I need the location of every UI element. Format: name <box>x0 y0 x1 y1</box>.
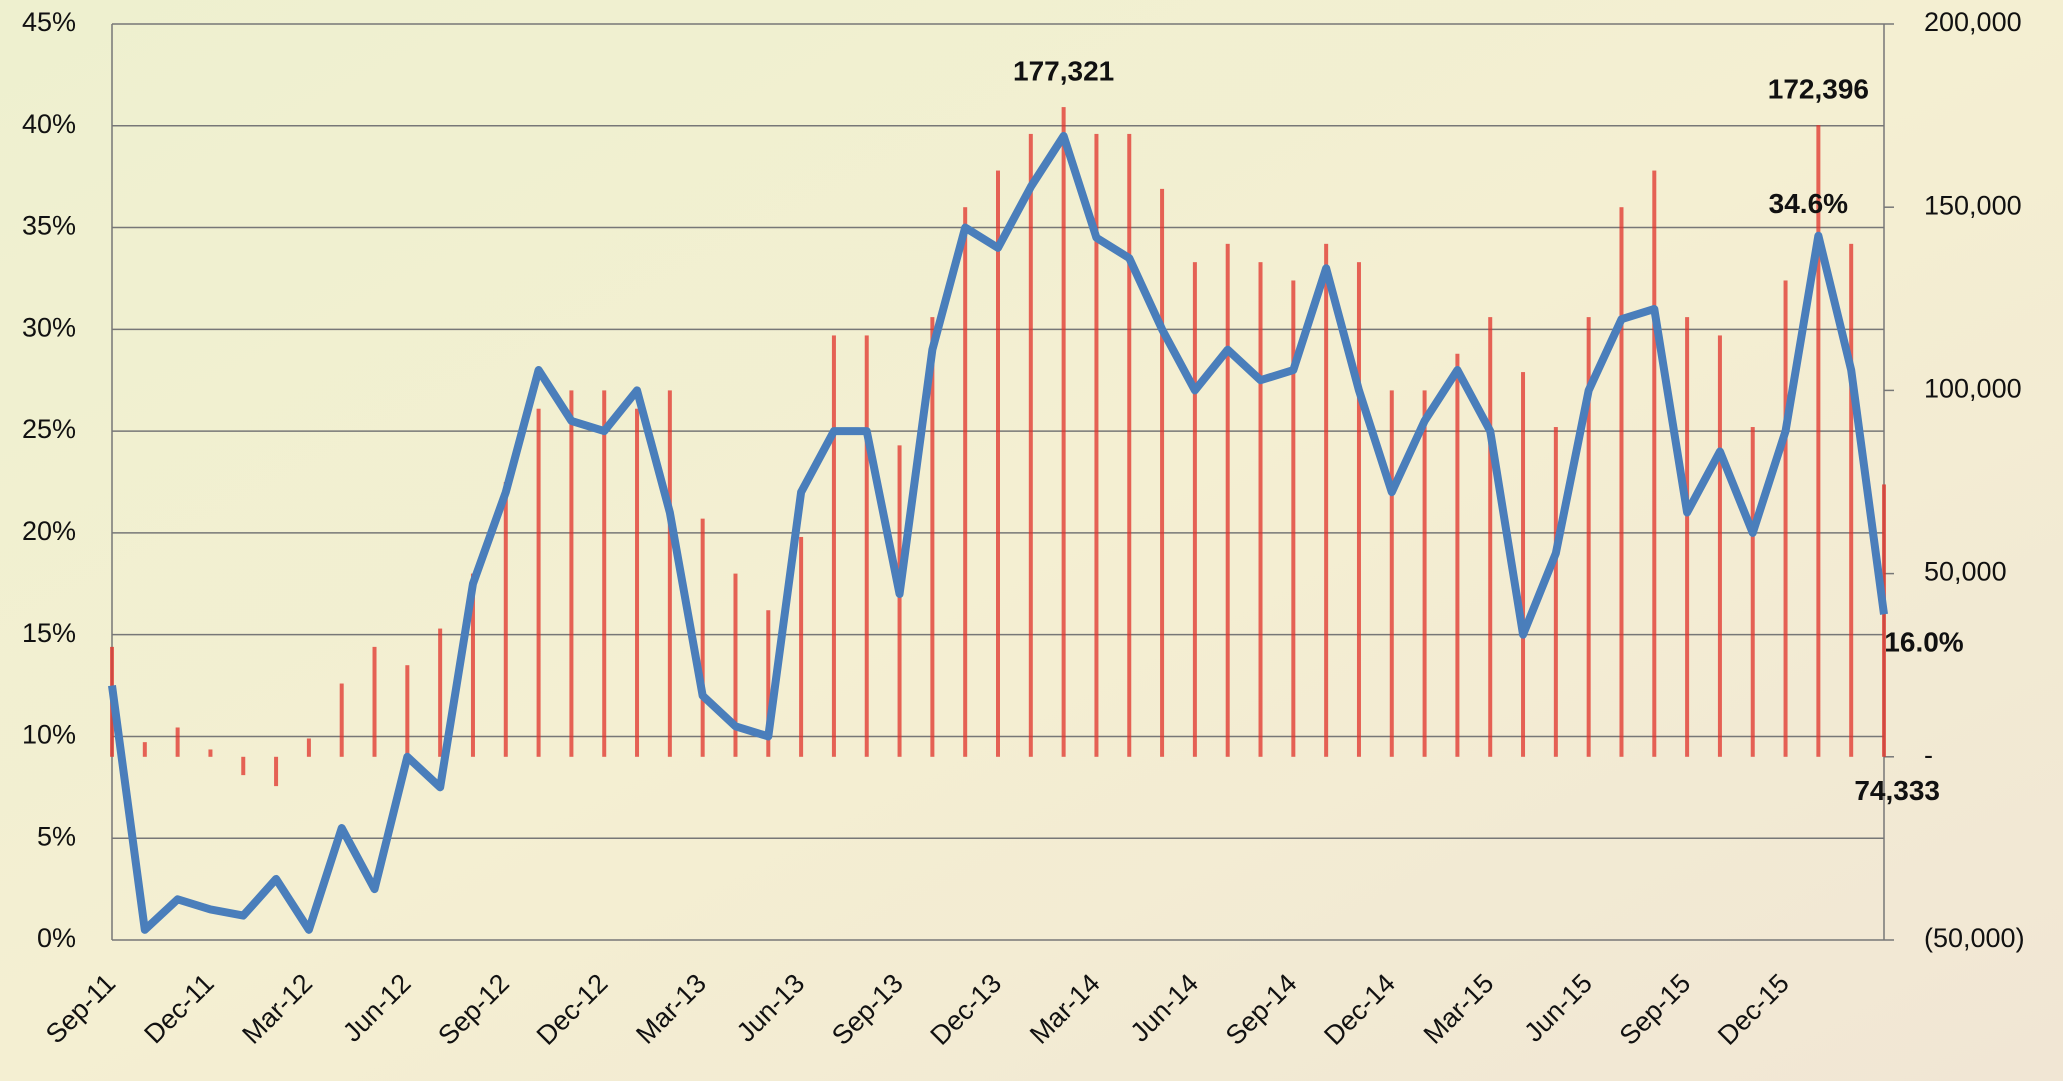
bar <box>963 207 967 757</box>
bar <box>241 757 245 775</box>
bar <box>1718 335 1722 756</box>
bar <box>1816 125 1820 757</box>
y2-tick-label: 100,000 <box>1924 374 2022 404</box>
bar <box>865 335 869 756</box>
bar <box>1685 317 1689 757</box>
bar <box>1226 244 1230 757</box>
y-tick-label: 5% <box>37 821 76 851</box>
y-tick-label: 10% <box>22 720 76 750</box>
y2-tick-label: 150,000 <box>1924 190 2022 220</box>
bar <box>1488 317 1492 757</box>
bar <box>1357 262 1361 757</box>
bar <box>1193 262 1197 757</box>
page: 0% 5% 10% 15% 20% 25% 30% 35% 40% 45% (50,000) - 50,… <box>0 0 2063 1081</box>
bar <box>537 409 541 757</box>
data-label: 172,396 <box>1768 74 1869 105</box>
y2-tick-label: (50,000) <box>1924 923 2025 953</box>
bar <box>1652 171 1656 757</box>
bar <box>1849 244 1853 757</box>
data-label: 16.0% <box>1884 627 1963 658</box>
bar <box>832 335 836 756</box>
bar <box>340 684 344 757</box>
bar <box>274 757 278 786</box>
bar <box>1291 280 1295 756</box>
bar <box>569 390 573 756</box>
bar <box>1324 244 1328 757</box>
y2-tick-label: 200,000 <box>1924 7 2022 37</box>
bar <box>373 647 377 757</box>
data-label: 74,333 <box>1854 775 1940 806</box>
y-tick-label: 20% <box>22 516 76 546</box>
bar <box>438 629 442 757</box>
y-tick-label: 0% <box>37 923 76 953</box>
bar <box>143 742 147 757</box>
data-label: 177,321 <box>1013 55 1114 86</box>
y-tick-label: 30% <box>22 312 76 342</box>
bar <box>1521 372 1525 757</box>
bar <box>504 482 508 757</box>
bar <box>668 390 672 756</box>
y2-tick-label: 50,000 <box>1924 557 2007 587</box>
bar <box>1455 354 1459 757</box>
bar <box>1423 390 1427 756</box>
bar <box>1619 207 1623 757</box>
bar <box>799 537 803 757</box>
bar <box>898 445 902 756</box>
bar <box>176 727 180 756</box>
bar <box>1160 189 1164 757</box>
y-tick-label: 45% <box>22 7 76 37</box>
bar <box>1554 427 1558 757</box>
data-label: 34.6% <box>1769 188 1848 219</box>
bar <box>405 665 409 757</box>
bar <box>1390 390 1394 756</box>
y-tick-label: 15% <box>22 618 76 648</box>
bar <box>602 390 606 756</box>
bar <box>1127 134 1131 757</box>
bar <box>996 171 1000 757</box>
chart: 0% 5% 10% 15% 20% 25% 30% 35% 40% 45% (50,000) - 50,… <box>0 0 2063 1081</box>
bar <box>1784 280 1788 756</box>
bar <box>1882 484 1886 756</box>
bar <box>1259 262 1263 757</box>
y-tick-label: 40% <box>22 109 76 139</box>
bar <box>635 409 639 757</box>
bar <box>307 738 311 756</box>
y-tick-label: 35% <box>22 211 76 241</box>
y2-tick-label: - <box>1924 740 1933 770</box>
bar <box>701 519 705 757</box>
bar <box>208 749 212 756</box>
y-tick-label: 25% <box>22 414 76 444</box>
bar <box>1029 134 1033 757</box>
bar <box>1751 427 1755 757</box>
bar <box>1062 107 1066 757</box>
